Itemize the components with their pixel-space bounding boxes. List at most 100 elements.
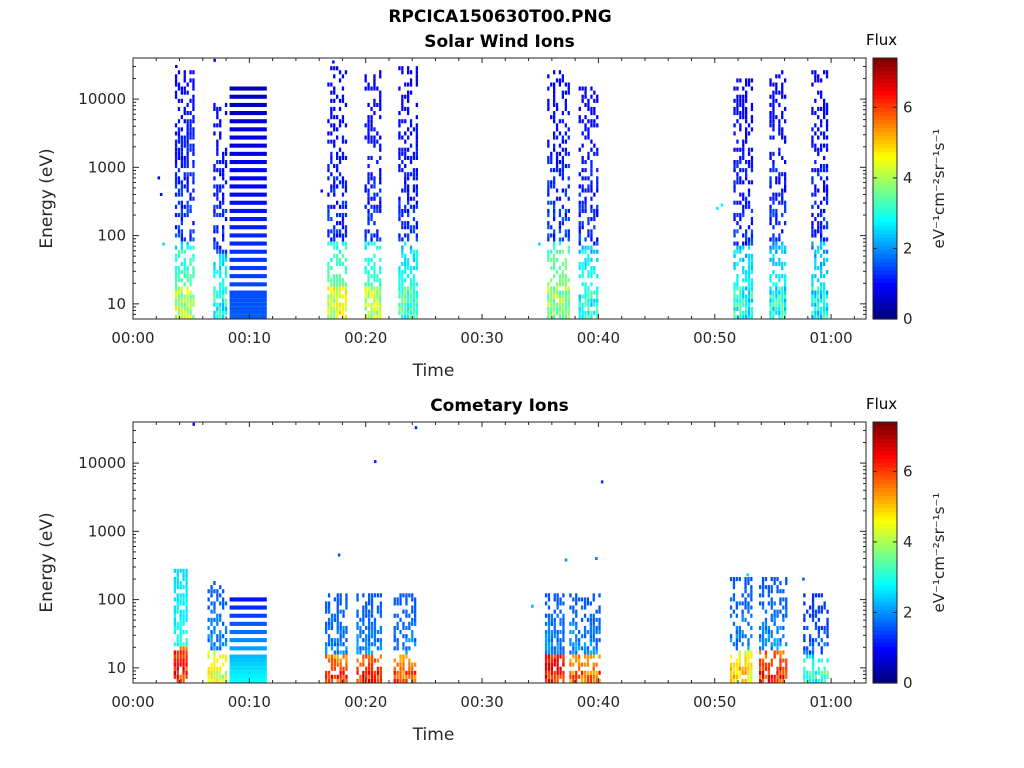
flux-cell <box>338 98 342 103</box>
flux-cell <box>820 225 823 230</box>
flux-cell <box>742 106 745 111</box>
flux-cell <box>814 147 817 152</box>
flux-cell <box>407 237 410 242</box>
flux-cell <box>817 314 820 319</box>
flux-cell <box>338 290 342 295</box>
flux-cell <box>213 266 216 271</box>
flux-cell <box>179 621 182 626</box>
flux-cell <box>811 670 815 675</box>
flux-cell <box>399 597 402 602</box>
flux-cell <box>216 666 219 671</box>
flux-cell <box>550 298 553 303</box>
flux-cell <box>330 131 333 136</box>
flux-cell <box>183 135 186 140</box>
flux-cell <box>409 90 413 95</box>
flux-cell <box>365 642 368 647</box>
flux-cell <box>785 581 788 586</box>
flux-cell <box>338 294 342 299</box>
colorbar-cell <box>873 233 897 239</box>
flux-cell <box>407 266 410 271</box>
colorbar-cell <box>873 221 897 226</box>
flux-cell <box>547 294 550 299</box>
colorbar-cell <box>873 650 897 656</box>
colorbar-cell <box>873 678 897 684</box>
flux-cell <box>192 164 195 169</box>
flux-cell <box>364 270 367 275</box>
flux-cell <box>823 274 826 279</box>
flux-cell <box>213 208 216 213</box>
flux-cell <box>327 82 330 87</box>
flux-cell <box>803 617 806 622</box>
flux-cell <box>559 666 562 671</box>
flux-cell <box>373 310 376 315</box>
flux-cell <box>814 257 817 262</box>
flux-cell <box>593 119 596 124</box>
flux-cell <box>362 638 365 643</box>
flux-cell <box>367 172 370 177</box>
flux-cell <box>341 184 345 189</box>
flux-cell <box>183 86 186 91</box>
flux-cell <box>379 237 382 242</box>
colorbar-cell <box>873 257 897 263</box>
flux-cell <box>396 613 399 618</box>
flux-cell <box>562 617 565 622</box>
flux-cell <box>558 208 562 213</box>
flux-cell <box>778 286 781 291</box>
flux-cell <box>769 208 772 213</box>
flux-cell <box>379 196 382 201</box>
flux-cell <box>393 646 396 651</box>
flux-cell <box>325 601 328 606</box>
flux-cell <box>820 106 823 111</box>
flux-cell <box>213 662 216 667</box>
flux-cell <box>345 625 348 630</box>
flux-cell <box>781 188 784 193</box>
flux-cell <box>207 678 210 683</box>
flux-cell <box>219 613 222 618</box>
flux-cell <box>174 290 178 295</box>
flux-cell <box>177 119 181 124</box>
flux-cell <box>404 241 407 246</box>
flux-cell <box>411 674 414 679</box>
flux-cell <box>341 192 345 197</box>
flux-cell <box>590 217 593 222</box>
flux-cell <box>572 654 575 659</box>
flux-cell <box>189 131 192 136</box>
flux-cell <box>550 646 553 651</box>
flux-cell <box>741 609 744 614</box>
flux-cell <box>567 208 570 213</box>
flux-cell <box>342 625 345 630</box>
flux-cell <box>592 625 595 630</box>
flux-cell <box>379 147 382 152</box>
flux-cell <box>183 213 186 218</box>
flux-cell <box>772 127 775 132</box>
flux-cell <box>398 111 401 116</box>
flux-cell <box>407 106 410 111</box>
flux-cell <box>365 666 368 671</box>
flux-cell <box>581 94 584 99</box>
flux-cell <box>325 678 328 683</box>
flux-cell <box>547 160 550 165</box>
flux-cell <box>362 593 365 598</box>
flux-cell <box>556 601 559 606</box>
flux-cell <box>558 290 562 295</box>
flux-cell <box>595 674 598 679</box>
flux-cell <box>327 204 330 209</box>
flux-cell <box>356 646 359 651</box>
flux-cell <box>367 257 370 262</box>
flux-cell <box>817 221 820 226</box>
flux-point <box>802 577 805 581</box>
flux-cell <box>341 213 345 218</box>
flux-cell <box>364 294 367 299</box>
flux-cell <box>405 670 408 675</box>
flux-cell <box>784 176 787 181</box>
flux-cell <box>785 597 788 602</box>
flux-cell <box>820 625 823 630</box>
flux-cell <box>558 274 562 279</box>
flux-cell <box>553 237 556 242</box>
flux-cell <box>213 229 216 234</box>
flux-cell <box>185 654 188 659</box>
flux-cell <box>192 143 195 148</box>
flux-cell <box>759 593 762 598</box>
flux-cell <box>342 666 345 671</box>
flux-cell <box>729 678 733 683</box>
